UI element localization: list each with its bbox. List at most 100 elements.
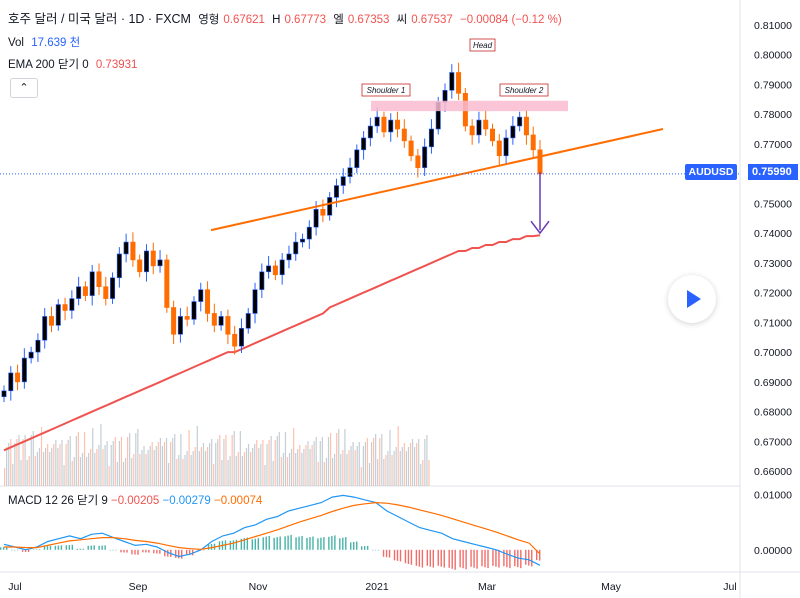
volume-bar bbox=[55, 440, 57, 486]
candle-body bbox=[191, 301, 197, 320]
volume-bar bbox=[422, 460, 424, 486]
volume-bar bbox=[416, 443, 418, 486]
macd-histogram-bar bbox=[421, 549, 424, 568]
x-tick-label: Mar bbox=[478, 581, 497, 593]
macd-histogram-bar bbox=[459, 549, 461, 568]
symbol-legend: 호주 달러 / 미국 달러 · 1D · FXCM 영형 0.67621 H 0.6… bbox=[8, 8, 566, 27]
volume-bar bbox=[16, 439, 18, 486]
volume-bar bbox=[4, 468, 6, 486]
volume-bar bbox=[12, 464, 14, 486]
neckline bbox=[210, 128, 664, 232]
macd-histogram-bar bbox=[268, 535, 270, 550]
candle-body bbox=[266, 265, 272, 273]
candle-body bbox=[456, 72, 462, 94]
macd-tick-label: 0.01000 bbox=[754, 489, 792, 501]
volume-bar bbox=[161, 446, 164, 486]
volume-bar bbox=[106, 441, 108, 486]
candle-body bbox=[530, 134, 536, 151]
macd-histogram-bar bbox=[104, 545, 106, 550]
volume-bar bbox=[165, 438, 168, 486]
shoulder2-label: Shoulder 2 bbox=[505, 86, 544, 95]
candle-body bbox=[164, 259, 170, 308]
volume-bar bbox=[206, 447, 209, 486]
volume-bar bbox=[73, 457, 75, 486]
macd-histogram-bar bbox=[27, 549, 30, 553]
volume-bar bbox=[311, 445, 313, 486]
macd-histogram-bar bbox=[246, 537, 249, 550]
volume-bar bbox=[286, 457, 289, 486]
volume-bar bbox=[352, 442, 354, 486]
x-tick-label: 2021 bbox=[365, 581, 389, 593]
volume-bar bbox=[389, 430, 391, 486]
volume-bar bbox=[381, 434, 383, 486]
candle-body bbox=[245, 313, 251, 329]
macd-histogram-bar bbox=[112, 549, 114, 551]
y-tick-label: 0.74000 bbox=[754, 228, 792, 240]
candle-body bbox=[490, 128, 496, 142]
candle-body bbox=[184, 316, 190, 320]
close-label: 씨 bbox=[396, 14, 408, 26]
candle-body bbox=[225, 316, 231, 335]
volume-bar bbox=[38, 448, 41, 486]
macd-histogram-bar bbox=[46, 546, 49, 550]
volume-bar bbox=[188, 430, 190, 486]
volume-bar bbox=[217, 439, 219, 486]
volume-bar bbox=[364, 442, 366, 486]
volume-bar bbox=[258, 448, 260, 486]
volume-bar bbox=[198, 451, 200, 486]
candle-body bbox=[422, 146, 428, 168]
candle-body bbox=[116, 253, 122, 279]
head-label-box bbox=[469, 38, 496, 52]
macd-histogram-bar bbox=[284, 536, 286, 550]
volume-bar bbox=[254, 444, 256, 486]
macd-histogram-bar bbox=[232, 540, 235, 550]
volume-bar bbox=[387, 451, 389, 486]
macd-histogram-bar bbox=[509, 549, 511, 569]
volume-bar bbox=[219, 435, 221, 486]
volume-bar bbox=[321, 437, 323, 486]
volume-bar bbox=[348, 450, 350, 486]
candle-body bbox=[123, 241, 129, 255]
candle-body bbox=[517, 116, 523, 127]
volume-bar bbox=[223, 439, 225, 486]
collapse-legend-button[interactable]: ⌃ bbox=[10, 78, 38, 98]
volume-bar bbox=[110, 445, 112, 486]
play-icon bbox=[687, 290, 701, 308]
candle-body bbox=[8, 372, 14, 392]
volume-bar bbox=[20, 460, 22, 486]
macd-histogram-bar bbox=[43, 546, 46, 550]
volume-bar bbox=[336, 433, 338, 486]
macd-histogram-bar bbox=[418, 549, 421, 567]
volume-bar bbox=[200, 447, 202, 486]
macd-histogram-bar bbox=[407, 549, 410, 565]
volume-bar bbox=[272, 461, 274, 486]
volume-bar bbox=[358, 442, 360, 486]
macd-histogram-bar bbox=[462, 549, 464, 569]
candle-body bbox=[340, 176, 346, 186]
volume-bar bbox=[262, 440, 264, 486]
macd-histogram-bar bbox=[363, 546, 366, 550]
shoulder1-label-box bbox=[361, 83, 411, 97]
macd-histogram-bar bbox=[279, 536, 281, 550]
candle-body bbox=[171, 307, 177, 335]
macd-histogram-bar bbox=[60, 545, 63, 550]
candle-body bbox=[89, 271, 95, 296]
macd-histogram-bar bbox=[331, 536, 333, 550]
macd-line bbox=[3, 494, 541, 566]
volume-bar bbox=[291, 449, 293, 486]
volume-bar bbox=[428, 460, 430, 486]
y-tick-label: 0.72000 bbox=[754, 288, 792, 300]
volume-bar bbox=[8, 443, 10, 486]
macd-histogram-bar bbox=[328, 536, 330, 550]
replay-button[interactable] bbox=[668, 275, 716, 323]
candle-body bbox=[503, 137, 509, 157]
macd-histogram-bar bbox=[57, 545, 60, 550]
volume-bar bbox=[122, 462, 125, 486]
macd-histogram-bar bbox=[159, 549, 161, 554]
x-tick-label: May bbox=[601, 581, 622, 593]
candle-body bbox=[408, 140, 414, 157]
candle-body bbox=[320, 209, 326, 216]
candle-body bbox=[259, 271, 265, 290]
macd-histogram-bar bbox=[350, 542, 352, 550]
macd-histogram-bar bbox=[342, 537, 344, 550]
